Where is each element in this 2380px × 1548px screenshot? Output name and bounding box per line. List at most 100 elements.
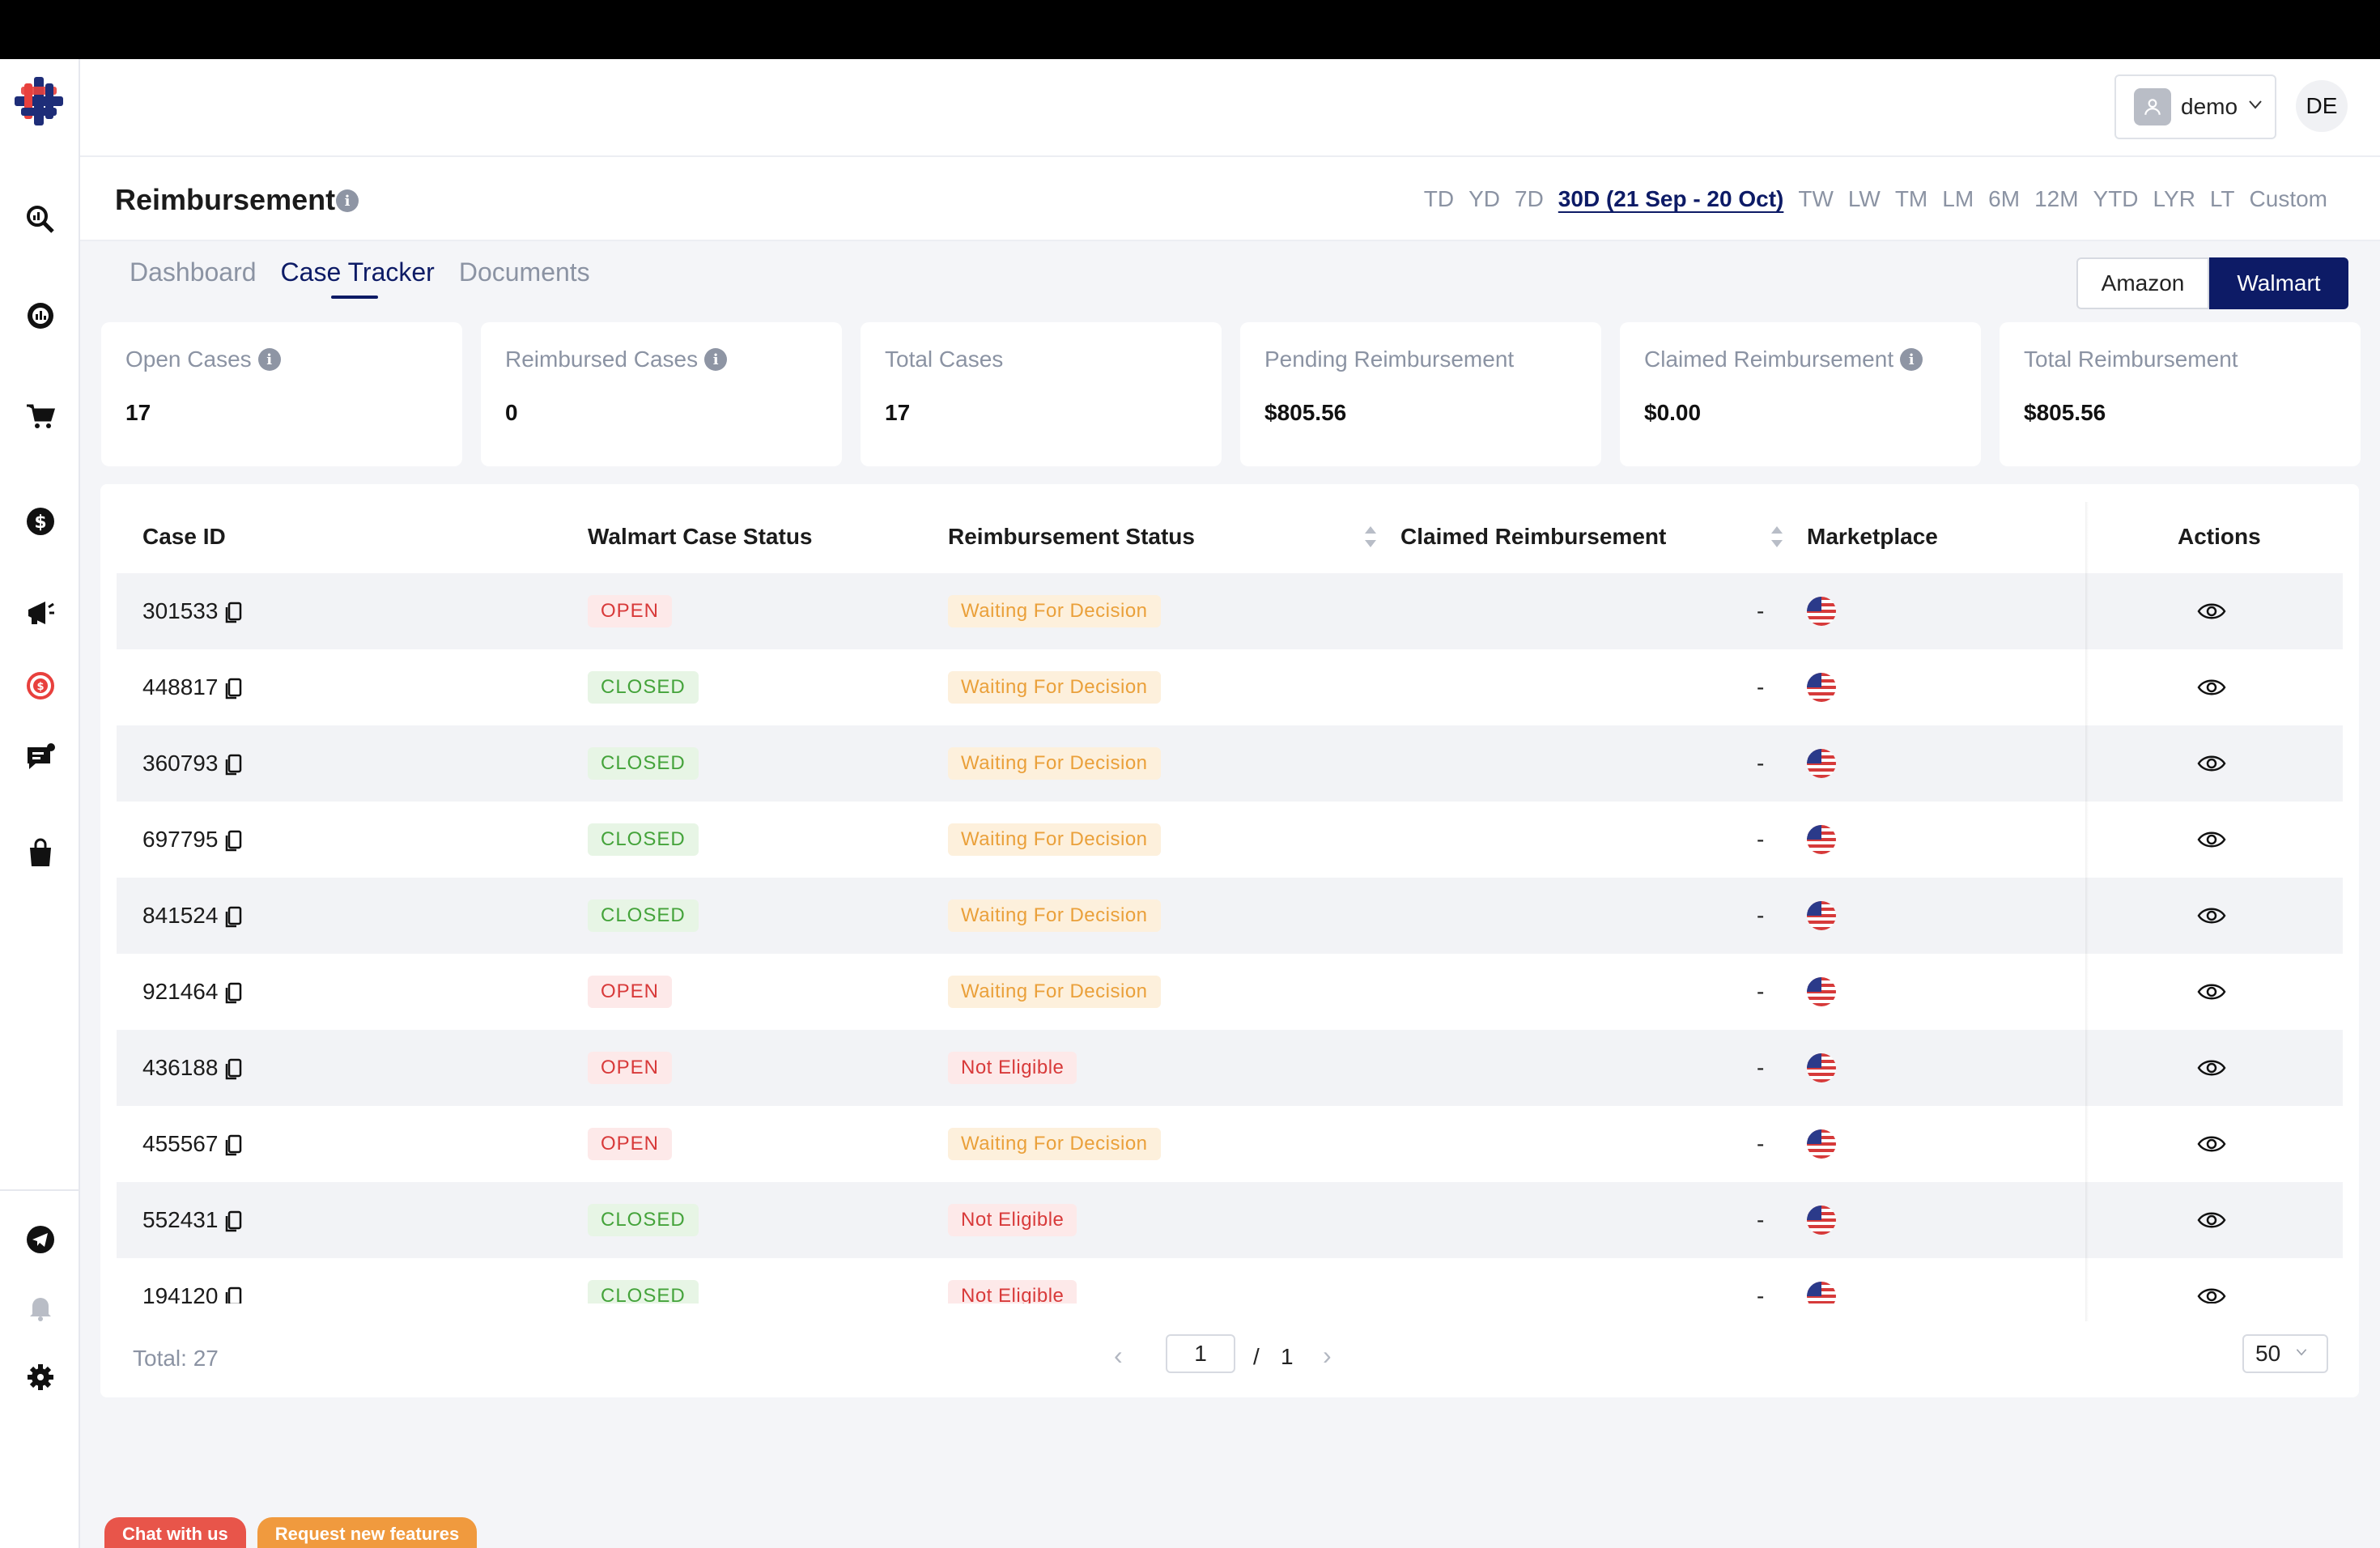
prev-page-icon[interactable]: ‹ xyxy=(1114,1341,1123,1370)
case-id-cell: 360793 xyxy=(142,725,242,802)
table-row: 436188 OPEN Not Eligible - xyxy=(117,1030,2343,1106)
col-case-id: Case ID xyxy=(142,524,226,549)
copy-icon[interactable] xyxy=(224,1207,242,1233)
copy-icon[interactable] xyxy=(224,903,242,929)
walmart-status-cell: CLOSED xyxy=(588,1182,699,1258)
megaphone-icon[interactable] xyxy=(18,590,63,636)
copy-icon[interactable] xyxy=(224,827,242,853)
us-flag-icon xyxy=(1805,725,1838,802)
case-id: 301533 xyxy=(142,598,219,623)
tab-case-tracker[interactable]: Case Tracker xyxy=(281,257,435,299)
tab-dashboard[interactable]: Dashboard xyxy=(130,257,257,287)
next-page-icon[interactable]: › xyxy=(1323,1341,1332,1370)
bell-icon[interactable] xyxy=(18,1285,63,1330)
request-features-button[interactable]: Request new features xyxy=(257,1517,478,1548)
card-label-row: Reimbursed Cases i xyxy=(505,347,818,372)
reimbursement-badge: Not Eligible xyxy=(948,1052,1077,1084)
card-label: Open Cases xyxy=(125,347,252,372)
range-option[interactable]: TD xyxy=(1423,186,1455,211)
view-eye-icon[interactable] xyxy=(2197,573,2226,649)
settings-gear-icon[interactable] xyxy=(18,1354,63,1400)
page-size-select[interactable]: 50 xyxy=(2242,1334,2328,1373)
range-option[interactable]: LM xyxy=(1942,186,1974,211)
view-eye-icon[interactable] xyxy=(2197,802,2226,878)
user-dropdown[interactable]: demo xyxy=(2114,74,2276,139)
copy-icon[interactable] xyxy=(224,674,242,700)
dollar-icon[interactable]: $ xyxy=(18,499,63,544)
info-icon[interactable]: i xyxy=(257,348,281,371)
range-option[interactable]: YTD xyxy=(2093,186,2139,211)
chat-icon[interactable] xyxy=(18,735,63,780)
col-reimbursement-status[interactable]: Reimbursement Status xyxy=(948,524,1195,549)
claimed-value: - xyxy=(1757,674,1765,700)
view-eye-icon[interactable] xyxy=(2197,649,2226,725)
col-claimed-reimbursement[interactable]: Claimed Reimbursement xyxy=(1400,524,1667,549)
app-logo[interactable] xyxy=(13,75,65,127)
cart-icon[interactable] xyxy=(18,393,63,438)
view-eye-icon[interactable] xyxy=(2197,1106,2226,1182)
case-id-cell: 841524 xyxy=(142,878,242,954)
user-avatar-icon xyxy=(2134,88,2171,125)
range-option[interactable]: LT xyxy=(2209,186,2235,211)
range-option[interactable]: 12M xyxy=(2034,186,2079,211)
view-eye-icon[interactable] xyxy=(2197,1182,2226,1258)
view-eye-icon[interactable] xyxy=(2197,1030,2226,1106)
case-id-cell: 455567 xyxy=(142,1106,242,1182)
tab-documents[interactable]: Documents xyxy=(458,257,590,287)
view-eye-icon[interactable] xyxy=(2197,1258,2226,1303)
reimbursement-badge: Waiting For Decision xyxy=(948,899,1161,932)
view-eye-icon[interactable] xyxy=(2197,725,2226,802)
range-option[interactable]: TW xyxy=(1798,186,1834,211)
summary-card: Claimed Reimbursement i $0.00 xyxy=(1620,322,1981,466)
sort-icon[interactable] xyxy=(1365,526,1376,547)
range-option[interactable]: YD xyxy=(1468,186,1500,211)
reimbursement-status-cell: Waiting For Decision xyxy=(948,725,1161,802)
page-separator: / xyxy=(1253,1344,1260,1369)
user-initials-avatar[interactable]: DE xyxy=(2296,80,2348,132)
sticky-column-shadow xyxy=(2085,502,2089,1321)
range-option[interactable]: 6M xyxy=(1988,186,2021,211)
info-icon[interactable]: i xyxy=(704,348,728,371)
status-badge: OPEN xyxy=(588,976,673,1008)
walmart-toggle-button[interactable]: Walmart xyxy=(2209,257,2348,309)
copy-icon[interactable] xyxy=(224,751,242,776)
amazon-toggle-button[interactable]: Amazon xyxy=(2076,257,2209,309)
telegram-icon[interactable] xyxy=(18,1217,63,1262)
range-option[interactable]: 30D (21 Sep - 20 Oct) xyxy=(1558,186,1784,211)
shopping-bag-icon[interactable] xyxy=(18,831,63,876)
claimed-value: - xyxy=(1757,827,1765,852)
total-pages: 1 xyxy=(1281,1344,1294,1369)
copy-icon[interactable] xyxy=(224,1131,242,1157)
dashboard-gauge-icon[interactable] xyxy=(18,293,63,338)
claimed-value: - xyxy=(1757,1055,1765,1080)
copy-icon[interactable] xyxy=(224,598,242,624)
copy-icon[interactable] xyxy=(224,979,242,1005)
range-option[interactable]: Custom xyxy=(2249,186,2327,211)
range-option[interactable]: LYR xyxy=(2153,186,2195,211)
range-option[interactable]: TM xyxy=(1894,186,1928,211)
view-eye-icon[interactable] xyxy=(2197,878,2226,954)
summary-card: Open Cases i 17 xyxy=(101,322,462,466)
chat-with-us-button[interactable]: Chat with us xyxy=(104,1517,246,1548)
copy-icon[interactable] xyxy=(224,1283,242,1303)
info-icon[interactable]: i xyxy=(336,189,359,212)
sort-icon[interactable] xyxy=(1771,526,1783,547)
info-icon[interactable]: i xyxy=(1900,348,1923,371)
view-eye-icon[interactable] xyxy=(2197,954,2226,1030)
case-id: 552431 xyxy=(142,1207,219,1232)
us-flag-icon xyxy=(1805,1030,1838,1106)
case-id-cell: 301533 xyxy=(142,573,242,649)
col-marketplace: Marketplace xyxy=(1807,524,1938,549)
claimed-value: - xyxy=(1757,1283,1765,1303)
search-analytics-icon[interactable] xyxy=(18,197,63,242)
range-option[interactable]: 7D xyxy=(1515,186,1544,211)
copy-icon[interactable] xyxy=(224,1055,242,1081)
page-number-input[interactable]: 1 xyxy=(1166,1334,1235,1373)
case-id: 360793 xyxy=(142,751,219,776)
title-bar xyxy=(80,157,2380,241)
tab-bar: Dashboard Case Tracker Documents xyxy=(130,257,590,299)
reimbursement-icon[interactable]: $ xyxy=(18,663,63,708)
case-id-cell: 436188 xyxy=(142,1030,242,1106)
range-option[interactable]: LW xyxy=(1847,186,1881,211)
case-id: 436188 xyxy=(142,1055,219,1080)
